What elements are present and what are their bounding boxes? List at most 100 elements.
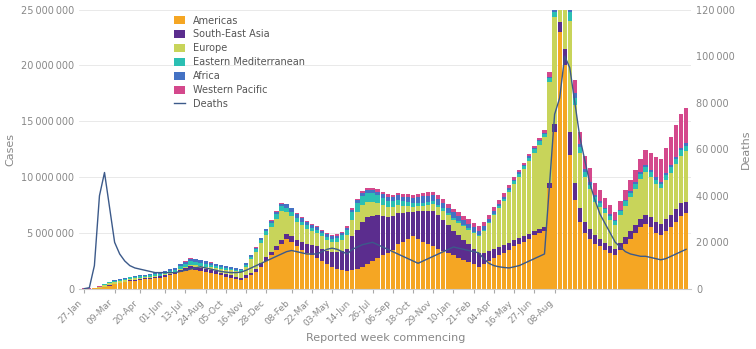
- Bar: [457, 223, 460, 235]
- Bar: [229, 270, 233, 275]
- Bar: [472, 227, 476, 232]
- Bar: [421, 193, 426, 196]
- Bar: [117, 283, 122, 289]
- Bar: [102, 285, 107, 287]
- Bar: [163, 274, 167, 275]
- Bar: [376, 192, 380, 195]
- Bar: [482, 226, 486, 230]
- Bar: [613, 225, 618, 249]
- Bar: [598, 190, 603, 201]
- Bar: [669, 168, 673, 173]
- Bar: [194, 270, 197, 289]
- Bar: [461, 216, 466, 220]
- Bar: [280, 211, 284, 240]
- Bar: [284, 203, 289, 204]
- Bar: [532, 235, 537, 289]
- Bar: [158, 278, 163, 289]
- Bar: [426, 192, 430, 196]
- Bar: [421, 196, 426, 202]
- Bar: [466, 230, 471, 244]
- Bar: [259, 267, 263, 289]
- Bar: [234, 271, 238, 277]
- Bar: [593, 244, 597, 289]
- Bar: [512, 181, 516, 184]
- Bar: [254, 272, 259, 289]
- Bar: [395, 195, 400, 200]
- Bar: [264, 235, 268, 258]
- Deaths: [494, 265, 503, 269]
- Bar: [259, 240, 263, 243]
- Bar: [365, 193, 370, 202]
- Bar: [684, 146, 688, 151]
- Bar: [345, 230, 349, 235]
- Bar: [416, 203, 420, 206]
- Bar: [649, 172, 653, 177]
- Bar: [643, 224, 648, 289]
- Bar: [674, 164, 678, 209]
- Bar: [638, 179, 643, 218]
- Bar: [168, 275, 172, 289]
- Y-axis label: Cases: Cases: [5, 133, 16, 166]
- Bar: [527, 161, 531, 233]
- Bar: [487, 261, 491, 289]
- Bar: [588, 229, 592, 239]
- Bar: [269, 221, 274, 223]
- Bar: [133, 280, 137, 281]
- Bar: [365, 190, 370, 193]
- Bar: [178, 270, 182, 272]
- Deaths: [560, 54, 569, 58]
- Bar: [290, 212, 294, 216]
- Bar: [320, 233, 324, 236]
- Bar: [472, 264, 476, 289]
- Bar: [376, 195, 380, 203]
- Bar: [538, 138, 541, 140]
- Y-axis label: Deaths: Deaths: [740, 129, 751, 169]
- Bar: [583, 156, 587, 169]
- Bar: [295, 214, 299, 218]
- Bar: [138, 279, 142, 280]
- Bar: [376, 203, 380, 215]
- Bar: [224, 268, 228, 270]
- Bar: [239, 269, 243, 270]
- Bar: [345, 249, 349, 271]
- Bar: [421, 206, 426, 211]
- Bar: [451, 213, 456, 218]
- Bar: [122, 280, 127, 282]
- Bar: [395, 213, 400, 244]
- Bar: [355, 199, 360, 200]
- Bar: [194, 267, 197, 270]
- Bar: [457, 258, 460, 289]
- Bar: [340, 251, 344, 270]
- Bar: [426, 196, 430, 202]
- Bar: [497, 204, 501, 206]
- Bar: [457, 216, 460, 221]
- Bar: [345, 235, 349, 249]
- Bar: [102, 284, 107, 285]
- Bar: [406, 212, 410, 239]
- Bar: [254, 252, 259, 269]
- Bar: [623, 206, 627, 237]
- Bar: [431, 211, 435, 246]
- Bar: [431, 192, 435, 195]
- Bar: [593, 183, 597, 195]
- Bar: [198, 263, 203, 266]
- Bar: [335, 238, 339, 242]
- Bar: [613, 212, 618, 220]
- Bar: [442, 208, 445, 211]
- Bar: [113, 281, 116, 282]
- Deaths: [682, 247, 691, 251]
- Bar: [664, 231, 668, 289]
- Bar: [553, 17, 556, 124]
- Bar: [461, 225, 466, 226]
- Bar: [436, 195, 441, 199]
- Bar: [491, 258, 496, 289]
- Bar: [224, 266, 228, 268]
- Bar: [314, 230, 319, 233]
- Bar: [573, 105, 577, 183]
- Bar: [274, 219, 279, 246]
- Bar: [365, 188, 370, 190]
- Bar: [299, 225, 304, 242]
- Bar: [674, 222, 678, 289]
- Bar: [507, 185, 511, 188]
- Bar: [446, 213, 451, 215]
